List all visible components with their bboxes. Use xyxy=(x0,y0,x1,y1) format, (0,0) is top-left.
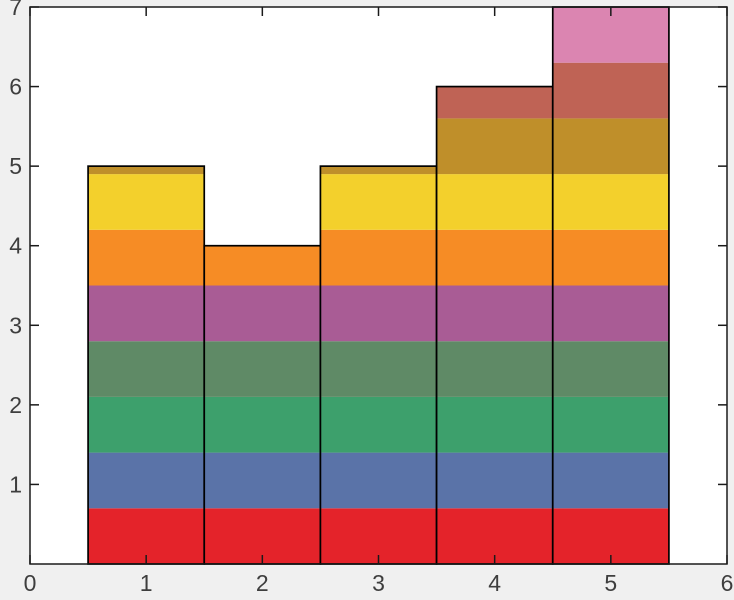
bar-3-band-sage-green xyxy=(320,341,437,397)
bar-5-band-green xyxy=(552,396,669,453)
bar-2-band-green xyxy=(204,396,321,453)
bar-1-band-green xyxy=(88,396,205,453)
bar-4-band-sage-green xyxy=(436,341,553,397)
bar-4-band-mauve xyxy=(436,285,553,342)
bar-2-band-red xyxy=(204,508,321,564)
bar-1-band-mauve xyxy=(88,285,205,342)
bar-3-band-red xyxy=(320,508,437,564)
x-tick-label: 1 xyxy=(140,570,153,596)
bar-1-band-dark-gold xyxy=(88,166,205,175)
bar-4-band-green xyxy=(436,396,553,453)
bar-1-band-red xyxy=(88,508,205,564)
bar-5-band-orange xyxy=(552,229,669,286)
bar-2-band-slate-blue xyxy=(204,452,321,509)
bar-5-band-dark-gold xyxy=(552,118,669,175)
y-tick-label: 2 xyxy=(9,392,22,418)
x-tick-label: 2 xyxy=(256,570,269,596)
bar-4-band-dark-gold xyxy=(436,118,553,175)
bar-3-band-mauve xyxy=(320,285,437,342)
bar-5-band-sage-green xyxy=(552,341,669,397)
bar-4-band-slate-blue xyxy=(436,452,553,509)
bar-1-band-slate-blue xyxy=(88,452,205,509)
bar-5-band-mauve xyxy=(552,285,669,342)
bar-5-band-brick xyxy=(552,62,669,119)
bar-3-band-slate-blue xyxy=(320,452,437,509)
x-tick-label: 0 xyxy=(24,570,37,596)
bar-4-band-red xyxy=(436,508,553,564)
bar-5-band-red xyxy=(552,508,669,564)
bar-2-band-orange xyxy=(204,245,321,286)
bar-5-band-yellow xyxy=(552,174,669,230)
bar-3-band-orange xyxy=(320,229,437,286)
bar-3-band-dark-gold xyxy=(320,166,437,175)
x-tick-label: 4 xyxy=(488,570,501,596)
bar-3-band-yellow xyxy=(320,174,437,230)
bar-5-band-pink xyxy=(552,7,669,63)
bar-4-band-orange xyxy=(436,229,553,286)
y-tick-label: 4 xyxy=(9,233,22,259)
bar-3-band-green xyxy=(320,396,437,453)
bar-4-band-brick xyxy=(436,86,553,119)
bar-1-band-sage-green xyxy=(88,341,205,397)
bar-4-band-yellow xyxy=(436,174,553,230)
y-tick-label: 5 xyxy=(9,153,22,179)
y-tick-label: 3 xyxy=(9,312,22,338)
bar-2-band-sage-green xyxy=(204,341,321,397)
bar-1-band-yellow xyxy=(88,174,205,230)
y-tick-label: 6 xyxy=(9,74,22,100)
y-tick-label: 1 xyxy=(9,471,22,497)
bar-1-band-orange xyxy=(88,229,205,286)
x-tick-label: 3 xyxy=(372,570,385,596)
bar-2-band-mauve xyxy=(204,285,321,342)
bar-5-band-slate-blue xyxy=(552,452,669,509)
x-tick-label: 6 xyxy=(721,570,734,596)
y-tick-label: 7 xyxy=(9,0,22,20)
x-tick-label: 5 xyxy=(604,570,617,596)
